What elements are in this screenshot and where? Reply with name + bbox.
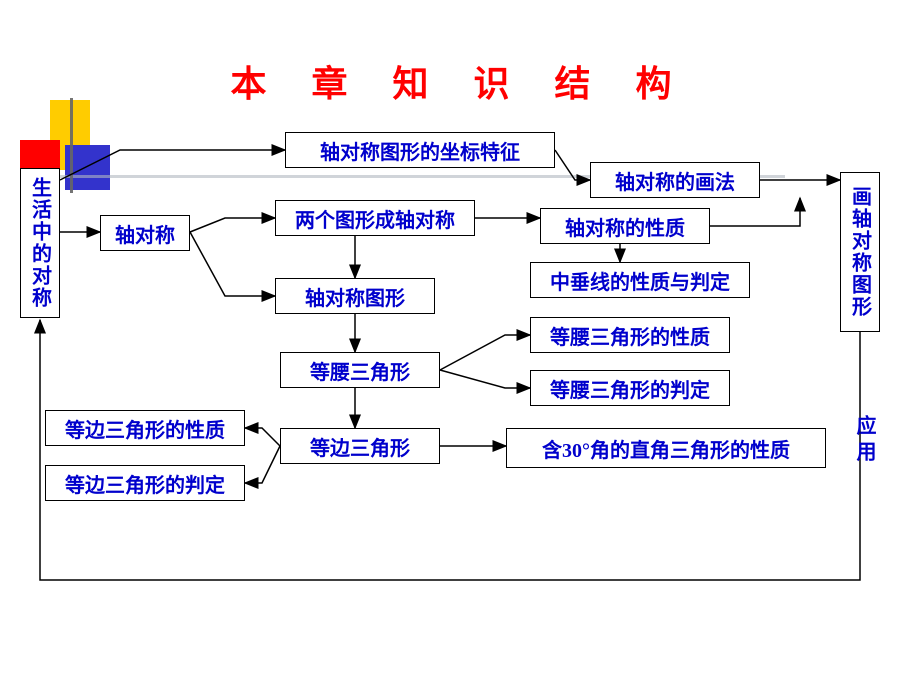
node-n12: 等腰三角形的判定 bbox=[530, 370, 730, 406]
node-n1: 生活中的对称 bbox=[20, 168, 60, 318]
node-n7: 等边三角形 bbox=[280, 428, 440, 464]
node-n9: 轴对称的性质 bbox=[540, 208, 710, 244]
node-n2: 轴对称 bbox=[100, 215, 190, 251]
node-n3: 轴对称图形的坐标特征 bbox=[285, 132, 555, 168]
edge-16 bbox=[710, 198, 800, 226]
vertical-divider bbox=[70, 98, 73, 193]
page-title: 本 章 知 识 结 构 bbox=[0, 55, 920, 107]
edge-3 bbox=[190, 232, 275, 296]
edge-14 bbox=[245, 446, 280, 483]
node-n10: 中垂线的性质与判定 bbox=[530, 262, 750, 298]
node-n6: 等腰三角形 bbox=[280, 352, 440, 388]
node-n13: 含30°角的直角三角形的性质 bbox=[506, 428, 826, 468]
node-n14: 等边三角形的性质 bbox=[45, 410, 245, 446]
node-n16: 画轴对称图形 bbox=[840, 172, 880, 332]
node-n4: 两个图形成轴对称 bbox=[275, 200, 475, 236]
node-n11: 等腰三角形的性质 bbox=[530, 317, 730, 353]
node-n5: 轴对称图形 bbox=[275, 278, 435, 314]
edge-13 bbox=[245, 428, 280, 446]
node-n8: 轴对称的画法 bbox=[590, 162, 760, 198]
edge-2 bbox=[190, 218, 275, 232]
apply-label: 应用 bbox=[850, 415, 879, 467]
node-n15: 等边三角形的判定 bbox=[45, 465, 245, 501]
edge-10 bbox=[440, 335, 530, 370]
edge-11 bbox=[440, 370, 530, 388]
